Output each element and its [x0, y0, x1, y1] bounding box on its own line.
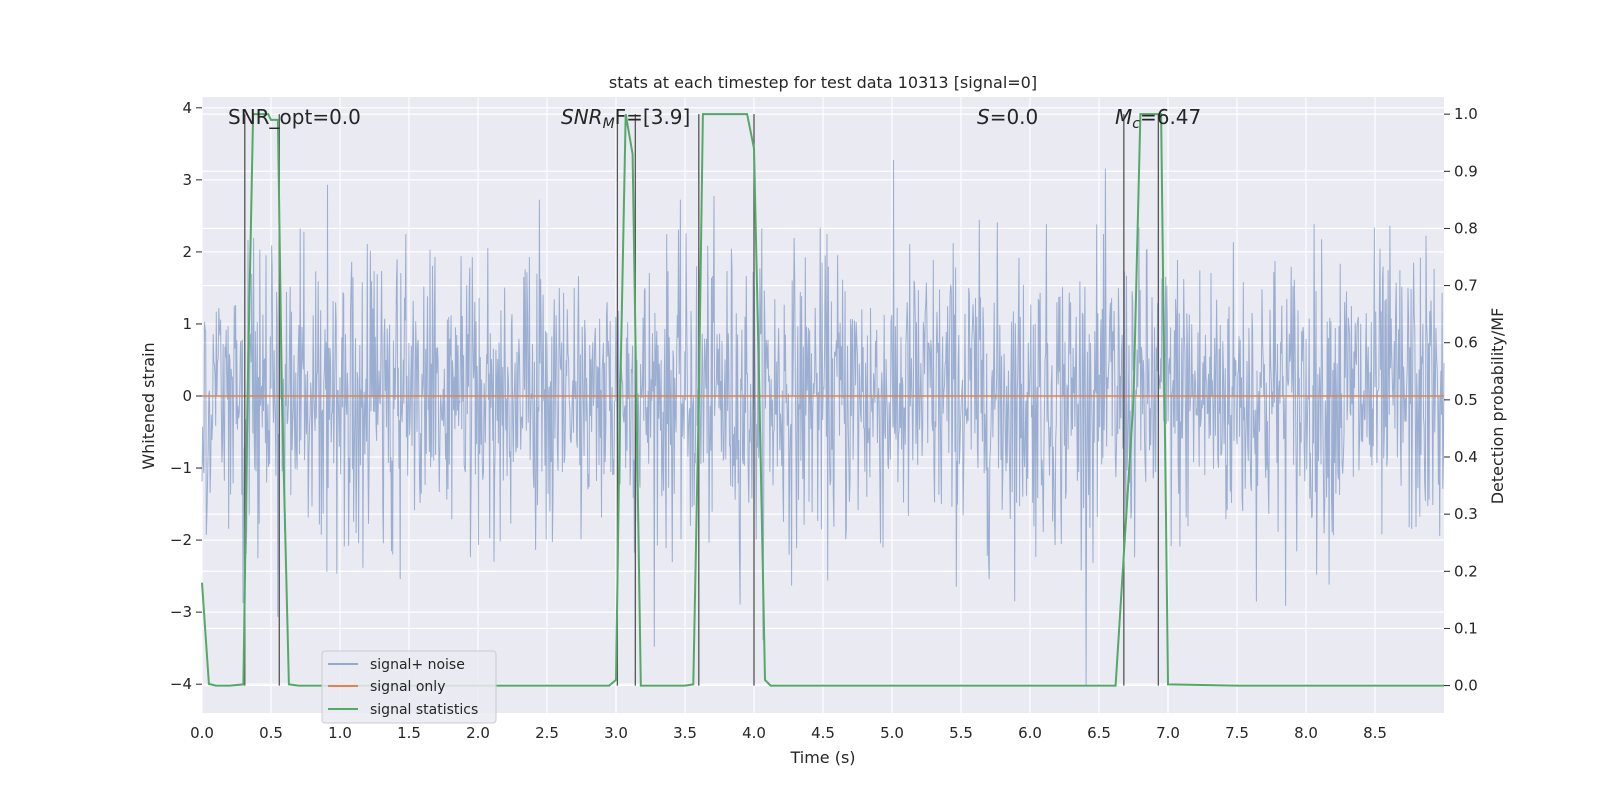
- y-tick-label: −4: [170, 675, 192, 693]
- x-tick-label: 2.5: [535, 724, 559, 742]
- y2-tick-label: 1.0: [1454, 105, 1478, 123]
- axis-ticks: 0.0 0.5 1.0 1.5 2.0 2.5 3.0 3.5 4.0 4.5 5.0 5.5 6.0 6…: [170, 99, 1478, 742]
- statistics-line: [201, 113, 1444, 687]
- x-tick-label: 7.5: [1225, 724, 1249, 742]
- y2-tick-label: 0.4: [1454, 448, 1478, 466]
- annotation-mc: Mc=6.47: [1115, 105, 1201, 132]
- annotation-s: S=0.0: [977, 105, 1038, 129]
- chart-title: stats at each timestep for test data 103…: [609, 73, 1037, 92]
- y-tick-label: −2: [170, 531, 192, 549]
- x-tick-label: 6.5: [1087, 724, 1111, 742]
- y2-tick-label: 0.2: [1454, 562, 1478, 580]
- noise-line: [201, 159, 1445, 686]
- y2-tick-label: 0.6: [1454, 334, 1478, 352]
- y2-tick-label: 0.3: [1454, 505, 1478, 523]
- legend: signal+ noise signal only signal statist…: [321, 650, 497, 724]
- y2-tick-label: 0.7: [1454, 277, 1478, 295]
- x-tick-label: 0.5: [259, 724, 283, 742]
- x-axis-label: Time (s): [789, 748, 855, 767]
- x-tick-label: 6.0: [1018, 724, 1042, 742]
- y-tick-label: −1: [170, 459, 192, 477]
- x-tick-label: 7.0: [1156, 724, 1180, 742]
- y-tick-label: 1: [182, 315, 192, 333]
- y-axis-label: Whitened strain: [139, 342, 158, 469]
- y2-tick-label: 0.1: [1454, 619, 1478, 637]
- legend-label-statistics: signal statistics: [370, 702, 478, 718]
- y-tick-label: 4: [182, 99, 192, 117]
- y2-tick-label: 0.0: [1454, 677, 1478, 695]
- y2-tick-label: 0.8: [1454, 219, 1478, 237]
- y-tick-label: 0: [182, 387, 192, 405]
- legend-label-signal-only: signal only: [370, 679, 445, 695]
- x-tick-label: 0.0: [190, 724, 214, 742]
- y-tick-label: −3: [170, 603, 192, 621]
- y2-tick-label: 0.5: [1454, 391, 1478, 409]
- x-tick-label: 4.0: [742, 724, 766, 742]
- annotation-snr-mf: SNRMF=[3.9]: [561, 105, 690, 132]
- y2-axis-label: Detection probability/MF: [1488, 308, 1507, 505]
- series-signal-statistics: [201, 113, 1444, 687]
- legend-label-noise: signal+ noise: [370, 657, 465, 673]
- x-tick-label: 8.5: [1363, 724, 1387, 742]
- x-tick-label: 1.5: [397, 724, 421, 742]
- x-tick-label: 3.5: [673, 724, 697, 742]
- y-tick-label: 3: [182, 171, 192, 189]
- y2-tick-label: 0.9: [1454, 162, 1478, 180]
- x-tick-label: 2.0: [466, 724, 490, 742]
- legend-box: [321, 650, 497, 724]
- x-tick-label: 3.0: [604, 724, 628, 742]
- x-tick-label: 1.0: [328, 724, 352, 742]
- y-tick-label: 2: [182, 243, 192, 261]
- x-tick-label: 5.0: [880, 724, 904, 742]
- annotation-snr-opt: SNR_opt=0.0: [228, 105, 361, 129]
- x-tick-label: 8.0: [1294, 724, 1318, 742]
- x-tick-label: 5.5: [949, 724, 973, 742]
- series-signal-plus-noise: [201, 159, 1445, 686]
- x-tick-label: 4.5: [811, 724, 835, 742]
